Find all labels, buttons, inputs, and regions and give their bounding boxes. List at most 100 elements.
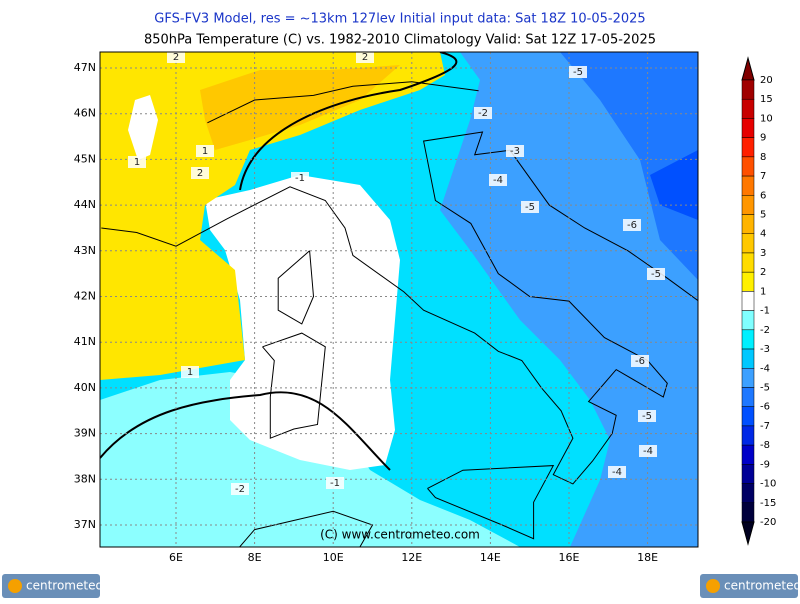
contour-label: -4 (493, 175, 503, 186)
colorbar-box (741, 368, 755, 388)
contour-label: -5 (525, 202, 535, 213)
contour-label: -6 (627, 220, 637, 231)
colorbar-box (741, 502, 755, 523)
colorbar-label: 2 (760, 267, 766, 278)
label-box (196, 145, 214, 157)
label-box (356, 52, 374, 63)
label-box (639, 445, 657, 457)
lat-label: 44N (74, 198, 96, 211)
map-field: 2 2 1 2 1 -1 -2 -3 -4 -5 -5 -6 -5 -6 -5 -4 -4 1 -1 -2 (C) w… (100, 52, 698, 547)
colorbar-box (741, 98, 755, 119)
label-box (474, 107, 492, 119)
label-box (291, 172, 309, 184)
colorbar-label: -10 (760, 479, 776, 490)
colorbar-label: -7 (760, 421, 770, 432)
lon-label: 14E (480, 551, 501, 564)
colorbar-label: 20 (760, 75, 773, 86)
field-orange (200, 65, 400, 150)
lat-label: 47N (74, 61, 96, 74)
contour-label: -4 (643, 446, 653, 457)
lon-label: 18E (637, 551, 658, 564)
colorbar-box (741, 329, 755, 350)
lon-label: 16E (559, 551, 580, 564)
lat-label: 42N (74, 290, 96, 303)
contour-labels: 2 2 1 2 1 -1 -2 -3 -4 -5 -5 -6 -5 -6 -5 -4 -4 1 -1 -2 (128, 52, 665, 495)
label-box (128, 156, 146, 168)
field-blue-darker (650, 150, 698, 220)
contour-label: -3 (510, 146, 520, 157)
colorbar-label: -6 (760, 402, 770, 413)
copyright: (C) www.centrometeo.com (320, 528, 480, 542)
colorbar-label: 4 (760, 229, 766, 240)
colorbar-label: -5 (760, 382, 770, 393)
lat-label: 41N (74, 335, 96, 348)
colorbar-label: 15 (760, 94, 773, 105)
colorbar-box (741, 79, 755, 100)
map-axes: 47N 46N 45N 44N 43N 42N 41N 40N 39N 38N 37N 6E 8E 10E… (74, 61, 658, 564)
contour-label: -5 (573, 67, 583, 78)
title-field: 850hPa Temperature (C) vs. 1982-2010 Cli… (144, 33, 656, 48)
label-box (608, 466, 626, 478)
coastline (262, 332, 326, 439)
colorbar-label: 6 (760, 190, 766, 201)
colorbar-box (741, 291, 755, 311)
contour-label: 1 (202, 146, 208, 157)
label-box (638, 410, 656, 422)
label-box (569, 66, 587, 78)
contour-label: 1 (134, 157, 140, 168)
coastline (238, 510, 374, 547)
label-box (631, 355, 649, 367)
colorbar-label: 1 (760, 286, 766, 297)
label-box (231, 483, 249, 495)
lat-label: 38N (74, 472, 96, 485)
label-box (326, 477, 344, 489)
colorbar-box (741, 156, 755, 177)
contour-label: -5 (642, 411, 652, 422)
logo-left: centrometeo (2, 574, 103, 598)
coastline (207, 81, 479, 124)
colorbar-box (741, 406, 755, 427)
coastlines (101, 81, 698, 547)
colorbar-box (741, 271, 755, 292)
map-frame (99, 51, 699, 548)
lat-label: 39N (74, 427, 96, 440)
title-model: GFS-FV3 Model, res = ~13km 127lev Initia… (154, 12, 645, 27)
colorbar-label: 3 (760, 248, 766, 259)
colorbar-label: -4 (760, 363, 770, 374)
contour-label: -1 (295, 173, 305, 184)
colorbar-label: 8 (760, 152, 766, 163)
contour-label: -6 (635, 356, 645, 367)
colorbar-box (741, 233, 755, 254)
colorbar-end (741, 521, 755, 546)
colorbar-box (741, 425, 755, 446)
colorbar-label: -3 (760, 344, 770, 355)
contour-label: 2 (362, 52, 368, 63)
contour-label: -4 (612, 467, 622, 478)
colorbar-end (741, 56, 755, 81)
coastline (277, 250, 315, 325)
colorbar-box (741, 195, 755, 215)
colorbar-box (741, 252, 755, 273)
colorbar-label: -9 (760, 459, 770, 470)
field-white-alps (128, 95, 158, 160)
logo-right: centrometeo (700, 574, 800, 598)
colorbar-label: -1 (760, 306, 770, 317)
field-yellow (100, 52, 445, 380)
colorbar-box (741, 310, 755, 331)
lon-label: 6E (169, 551, 183, 564)
colorbar: 20 15 10 9 8 7 6 5 4 3 2 1 -1 -2 -3 -4 -5 -6 -7 -8 -9 -10 -15 -… (741, 56, 776, 546)
lat-label: 45N (74, 152, 96, 165)
label-box (167, 52, 185, 63)
logo-text: centrometeo (724, 579, 800, 593)
colorbar-box (741, 387, 755, 407)
contour-label: 1 (187, 367, 193, 378)
field-blue-dark (560, 52, 698, 280)
colorbar-box (741, 483, 755, 504)
colorbar-box (741, 175, 755, 196)
colorbar-label: -15 (760, 498, 776, 509)
colorbar-box (741, 464, 755, 484)
contour-label: -2 (478, 108, 488, 119)
colorbar-box (741, 444, 755, 465)
coastline (427, 465, 555, 540)
logo-text: centrometeo (26, 579, 103, 593)
